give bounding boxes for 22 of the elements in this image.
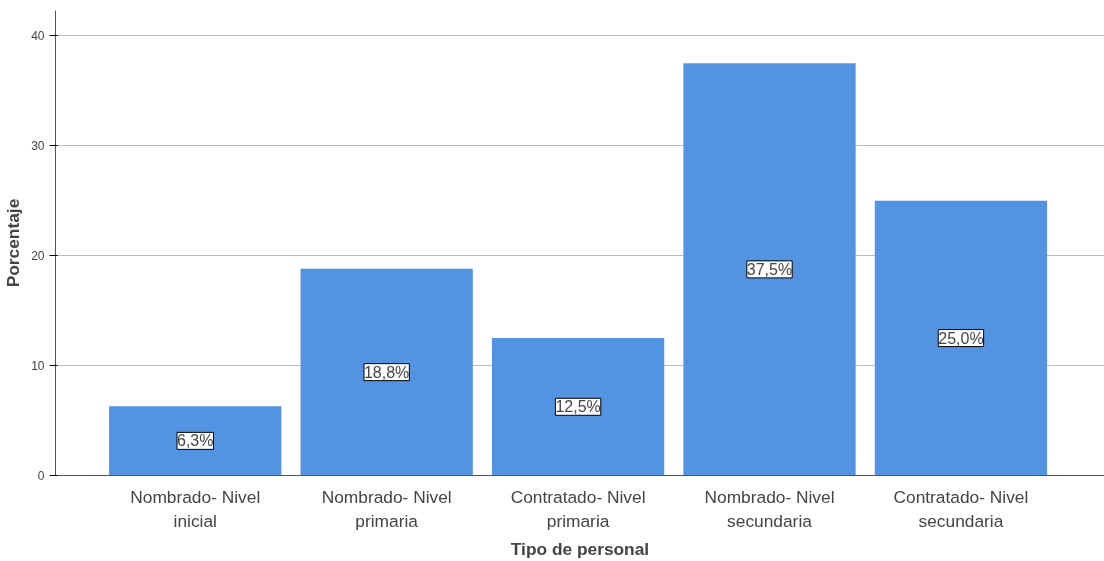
y-axis-title: Porcentaje	[3, 198, 24, 288]
data-label: 12,5%	[555, 398, 601, 416]
x-tick-label: Contratado- Nivel primaria	[510, 486, 646, 531]
data-label: 37,5%	[746, 260, 793, 278]
x-axis-title: Tipo de personal	[510, 538, 650, 559]
data-label: 6,3%	[177, 432, 214, 450]
x-tick-label: Nombrado- Nivel secundaria	[704, 486, 835, 531]
x-tick-label: Nombrado- Nivel inicial	[130, 486, 261, 531]
bar	[683, 63, 856, 476]
x-tick-label: Contratado- Nivel secundaria	[893, 486, 1029, 531]
data-label: 25,0%	[938, 329, 984, 347]
y-tick-label: 10	[31, 359, 45, 374]
bar	[300, 268, 473, 476]
bar	[109, 406, 282, 476]
y-tick-label: 30	[31, 139, 45, 154]
data-label: 18,8%	[363, 363, 410, 381]
y-tick-label: 40	[31, 29, 45, 44]
x-tick-label: Nombrado- Nivel primaria	[321, 486, 452, 531]
y-tick-label: 20	[31, 249, 45, 264]
bar	[491, 338, 665, 476]
bar	[874, 200, 1048, 476]
y-tick-label: 0	[37, 469, 45, 483]
